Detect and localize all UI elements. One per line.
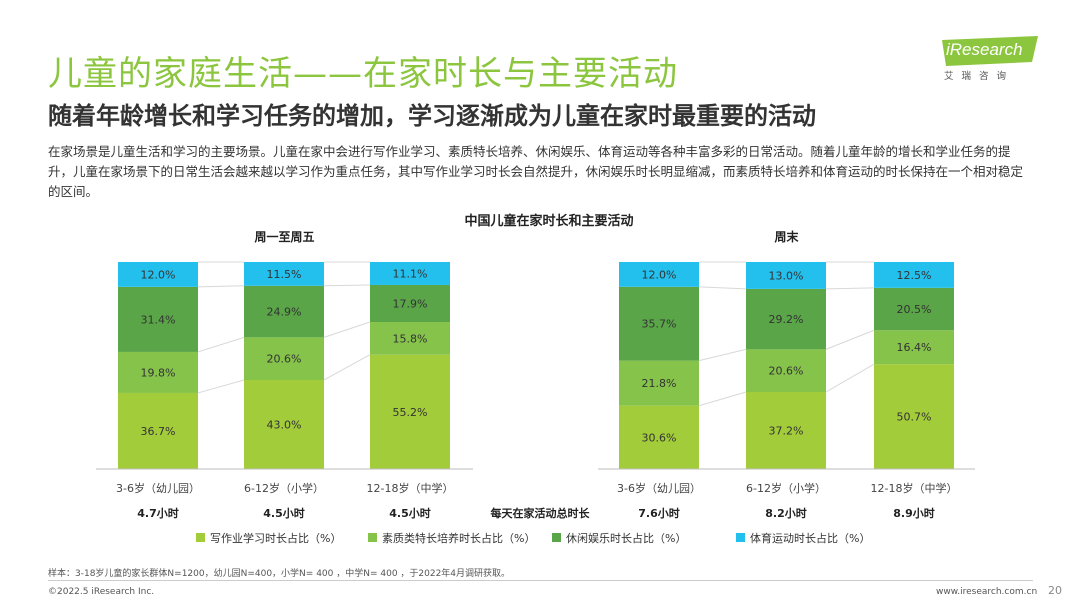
connector-line xyxy=(197,285,245,288)
connector-line xyxy=(825,363,875,393)
bar-segment xyxy=(746,288,826,350)
data-label: 11.1% xyxy=(393,267,428,280)
data-label: 31.4% xyxy=(141,313,176,326)
legend-swatch xyxy=(368,533,377,542)
page-subtitle: 随着年龄增长和学习任务的增加，学习逐渐成为儿童在家时最重要的活动 xyxy=(48,102,816,130)
bar-segment xyxy=(244,285,324,338)
bar-segment xyxy=(370,322,450,355)
category-label: 3-6岁（幼儿园） xyxy=(116,481,200,495)
category-label: 6-12岁（小学） xyxy=(746,481,826,495)
chart-panel-1: 周一至周五 36.7% 19.8% 31.4% 12.0% 3-6岁（幼儿园） 4.7小时 4… xyxy=(96,230,473,520)
data-label: 17.9% xyxy=(393,298,428,311)
logo-text: iResearch xyxy=(946,40,1023,59)
page-title: 儿童的家庭生活——在家时长与主要活动 xyxy=(48,54,678,94)
bar-segment xyxy=(118,262,198,287)
connector-line xyxy=(698,391,747,407)
description-text: 在家场景是儿童生活和学习的主要场景。儿童在家中会进行写作业学习、素质特长培养、休… xyxy=(48,144,1024,199)
data-label: 12.5% xyxy=(897,269,932,282)
bar-segment xyxy=(118,286,198,352)
data-label: 55.2% xyxy=(393,406,428,419)
connector-line xyxy=(698,286,747,290)
data-label: 12.0% xyxy=(141,268,176,281)
bar-segment xyxy=(370,284,450,323)
data-label: 36.7% xyxy=(141,425,176,438)
total-hours-value: 7.6小时 xyxy=(638,506,680,520)
data-label: 29.2% xyxy=(769,313,804,326)
data-label: 11.5% xyxy=(267,268,302,281)
bar-segment xyxy=(874,330,954,365)
total-hours-value: 4.5小时 xyxy=(263,506,305,520)
iresearch-logo xyxy=(942,36,1038,66)
data-label: 37.2% xyxy=(769,424,804,437)
page-number: 20 xyxy=(1048,584,1062,597)
data-label: 35.7% xyxy=(642,318,677,331)
legend-label: 写作业学习时长占比（%） xyxy=(210,531,341,545)
website-link[interactable]: www.iresearch.com.cn xyxy=(936,587,1038,597)
sample-note: 样本：3-18岁儿童的家长群体N=1200，幼儿园N=400，小学N= 400 … xyxy=(48,569,511,579)
category-label: 12-18岁（中学） xyxy=(367,481,454,495)
panel-title: 周一至周五 xyxy=(254,230,314,244)
data-label: 16.4% xyxy=(897,341,932,354)
data-label: 15.8% xyxy=(393,332,428,345)
data-label: 50.7% xyxy=(897,411,932,424)
data-label: 21.8% xyxy=(642,377,677,390)
data-label: 20.6% xyxy=(769,365,804,378)
connector-line xyxy=(825,329,875,350)
footer-divider xyxy=(48,580,1033,581)
data-label: 13.0% xyxy=(769,269,804,282)
data-label: 24.9% xyxy=(267,306,302,319)
bar-segment xyxy=(874,287,954,331)
connector-line xyxy=(197,336,245,353)
bar-segment xyxy=(370,354,450,469)
data-label: 20.6% xyxy=(267,353,302,366)
legend-swatch xyxy=(552,533,561,542)
total-hours-label: 每天在家活动总时长 xyxy=(491,506,591,520)
logo-subtext: 艾瑞咨询 xyxy=(944,71,1015,82)
chart-title: 中国儿童在家时长和主要活动 xyxy=(464,213,633,229)
legend-swatch xyxy=(736,533,745,542)
total-hours-value: 8.2小时 xyxy=(765,506,807,520)
connector-line xyxy=(323,284,371,287)
data-label: 20.5% xyxy=(897,303,932,316)
bar-segment xyxy=(370,262,450,285)
legend-label: 体育运动时长占比（%） xyxy=(750,531,870,545)
bar-segment xyxy=(619,262,699,287)
connector-line xyxy=(698,348,747,362)
copyright: ©2022.5 iResearch Inc. xyxy=(48,587,155,597)
category-label: 12-18岁（中学） xyxy=(871,481,958,495)
connector-line xyxy=(323,354,371,381)
bar-segment xyxy=(619,360,699,406)
total-hours-value: 8.9小时 xyxy=(893,506,935,520)
bar-segment xyxy=(746,391,826,469)
bar-segment xyxy=(874,262,954,288)
category-label: 3-6岁（幼儿园） xyxy=(617,481,701,495)
bar-segment xyxy=(244,262,324,286)
bar-segment xyxy=(746,349,826,392)
total-hours-value: 4.5小时 xyxy=(389,506,431,520)
legend-label: 休闲娱乐时长占比（%） xyxy=(566,531,686,545)
bar-segment xyxy=(244,337,324,380)
data-label: 30.6% xyxy=(642,431,677,444)
connector-line xyxy=(197,379,245,394)
data-label: 43.0% xyxy=(267,418,302,431)
bar-segment xyxy=(619,286,699,361)
bar-segment xyxy=(118,392,198,469)
bar-segment xyxy=(619,405,699,469)
bar-segment xyxy=(746,262,826,289)
data-label: 19.8% xyxy=(141,366,176,379)
category-label: 6-12岁（小学） xyxy=(244,481,324,495)
legend-swatch xyxy=(196,533,205,542)
chart-panel-2: 周末 30.6% 21.8% 35.7% 12.0% 3-6岁（幼儿园） 7.6小时 37.2… xyxy=(598,229,975,520)
data-label: 12.0% xyxy=(642,268,677,281)
total-hours-value: 4.7小时 xyxy=(137,506,179,520)
bar-segment xyxy=(244,379,324,469)
legend-label: 素质类特长培养时长占比（%） xyxy=(382,531,535,545)
bar-segment xyxy=(118,351,198,393)
connector-line xyxy=(323,321,371,338)
connector-line xyxy=(825,287,875,290)
bar-segment xyxy=(874,364,954,469)
panel-title: 周末 xyxy=(774,229,799,244)
